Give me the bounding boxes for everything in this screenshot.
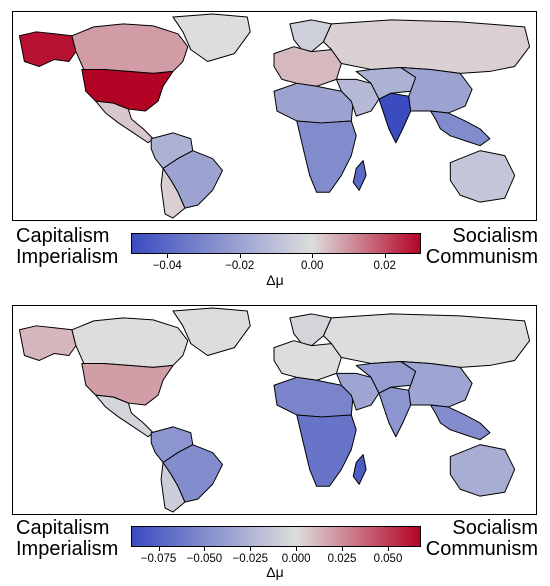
region-alaska [18,31,77,67]
colorbar-tick-label: 0.000 [281,553,311,565]
colorbar-tick-label: 0.050 [373,553,403,565]
colorbar-1 [131,233,421,254]
region-canada [71,317,189,368]
region-australia [449,444,516,497]
region-usa [81,68,174,112]
colorbar-tick-label: −0.050 [186,553,223,565]
capitalism-label-1: Capitalism Imperialism [16,225,119,268]
world-map-2 [12,305,537,515]
region-middle-east [335,78,380,117]
region-north-africa [273,82,354,124]
socialism-label-1: Socialism Communism [425,225,538,268]
colorbar-tick [158,547,160,551]
region-india [378,92,412,144]
region-greenland [172,307,251,357]
colorbar-tick-label: −0.02 [225,260,255,272]
world-map-svg-1 [18,13,531,219]
region-sub-saharan [296,120,357,193]
region-europe-west [273,340,342,381]
colorbar-tick [312,254,314,258]
region-scandinavia [289,19,332,53]
colorbar-tick [387,547,389,551]
region-china [400,360,473,408]
region-europe-west [273,46,342,87]
region-sub-saharan [296,414,357,487]
world-map-svg-2 [18,307,531,513]
colorbar-tick-label: 0.00 [301,260,324,272]
colorbar-tick [167,254,169,258]
colorbar-tick-label: −0.075 [140,553,177,565]
region-madagascar [352,160,367,191]
region-russia [323,19,531,74]
region-southeast-asia [430,404,491,441]
region-southern-cone [160,168,186,219]
region-southeast-asia [430,110,491,147]
colorbar-tick-label: 0.025 [327,553,357,565]
delta-mu-label-2: Δμ [266,564,284,580]
colorbar-ticks-1: −0.04 −0.02 0.00 0.02 [131,254,421,272]
colorbar-ticks-2: −0.075 −0.050 −0.025 0.000 0.025 0.050 [131,547,421,565]
region-scandinavia [289,313,332,347]
colorbar-tick-label: 0.02 [373,260,396,272]
colorbar-tick [204,547,206,551]
colorbar-tick-label: −0.04 [152,260,182,272]
region-china [400,66,473,114]
capitalism-label-2: Capitalism Imperialism [16,517,119,560]
region-usa [81,362,174,406]
region-alaska [18,325,77,361]
delta-mu-label-1: Δμ [266,272,284,288]
region-north-africa [273,376,354,418]
region-madagascar [352,454,367,485]
region-australia [449,150,516,203]
colorbar-tick [250,547,252,551]
colorbar-tick [239,254,241,258]
region-greenland [172,13,251,63]
colorbar-tick [296,547,298,551]
region-southern-cone [160,462,186,513]
world-map-1 [12,11,537,221]
colorbar-tick [342,547,344,551]
region-russia [323,313,531,368]
region-india [378,386,412,438]
colorbar-2 [131,526,421,547]
socialism-label-2: Socialism Communism [425,517,538,560]
colorbar-tick [384,254,386,258]
colorbar-tick-label: −0.025 [232,553,269,565]
region-middle-east [335,372,380,411]
region-canada [71,23,189,74]
